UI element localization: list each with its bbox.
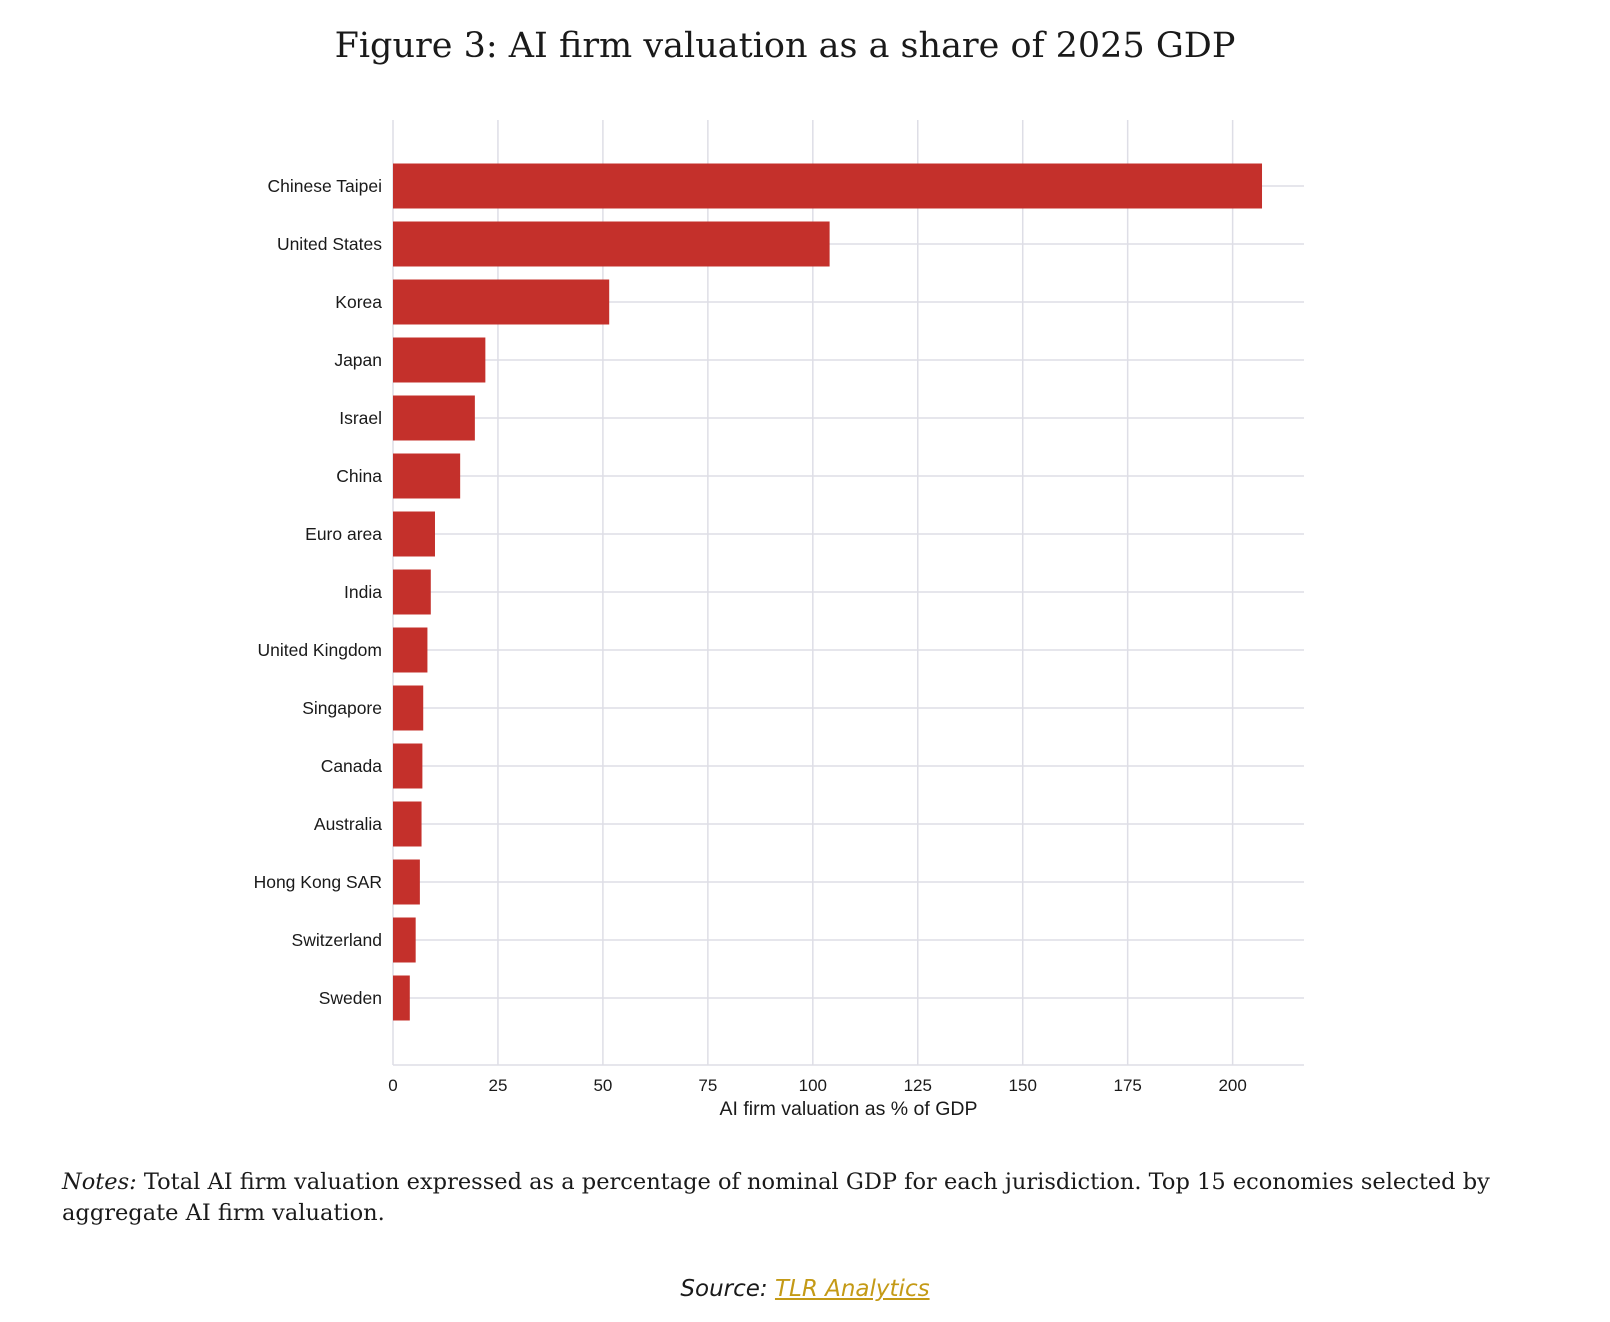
x-tick-label: 25 bbox=[488, 1076, 507, 1095]
x-tick-label: 175 bbox=[1113, 1076, 1141, 1095]
x-tick-label: 125 bbox=[904, 1076, 932, 1095]
x-tick-label: 0 bbox=[388, 1076, 397, 1095]
category-label: Canada bbox=[321, 756, 383, 776]
x-tick-label: 50 bbox=[593, 1076, 612, 1095]
notes-text: Total AI firm valuation expressed as a p… bbox=[62, 1169, 1490, 1226]
category-label: Switzerland bbox=[292, 930, 382, 950]
bar bbox=[393, 337, 486, 383]
bar bbox=[393, 859, 420, 905]
source-line: Source: TLR Analytics bbox=[0, 1276, 1610, 1302]
bar bbox=[393, 627, 428, 673]
category-labels: Chinese Taipei United States Korea Japan Isr… bbox=[254, 176, 383, 1008]
source-label: Source: bbox=[680, 1276, 768, 1302]
category-label: United States bbox=[277, 234, 382, 254]
bar-chart: Chinese Taipei United States Korea Japan Isr… bbox=[254, 120, 1304, 1120]
notes-label: Notes: bbox=[62, 1169, 137, 1195]
notes: Notes: Total AI firm valuation expressed… bbox=[62, 1167, 1522, 1229]
bar bbox=[393, 743, 423, 789]
category-label: Hong Kong SAR bbox=[254, 872, 382, 892]
bars bbox=[393, 163, 1263, 1021]
bar bbox=[393, 279, 610, 325]
category-label: Australia bbox=[314, 814, 382, 834]
category-label: Euro area bbox=[305, 524, 382, 544]
x-axis-label: AI firm valuation as % of GDP bbox=[720, 1098, 978, 1120]
bar bbox=[393, 395, 475, 441]
category-label: China bbox=[336, 466, 382, 486]
bar bbox=[393, 917, 416, 963]
x-tick-labels: 0 25 50 75 100 125 150 175 200 bbox=[388, 1076, 1247, 1095]
bar bbox=[393, 569, 431, 615]
x-tick-label: 200 bbox=[1218, 1076, 1246, 1095]
bar bbox=[393, 163, 1263, 209]
bar bbox=[393, 801, 422, 847]
bar bbox=[393, 685, 424, 731]
bar bbox=[393, 221, 830, 267]
bar bbox=[393, 453, 461, 499]
bar bbox=[393, 975, 410, 1021]
category-label: Singapore bbox=[302, 698, 382, 718]
x-tick-label: 75 bbox=[698, 1076, 717, 1095]
figure-title: Figure 3: AI firm valuation as a share o… bbox=[334, 26, 1236, 66]
category-label: United Kingdom bbox=[257, 640, 382, 660]
source-link[interactable]: TLR Analytics bbox=[774, 1276, 930, 1302]
category-label: Korea bbox=[335, 292, 382, 312]
category-label: India bbox=[344, 582, 382, 602]
bar bbox=[393, 511, 435, 557]
category-label: Israel bbox=[339, 408, 382, 428]
category-label: Chinese Taipei bbox=[268, 176, 382, 196]
category-label: Japan bbox=[334, 350, 382, 370]
x-tick-label: 150 bbox=[1009, 1076, 1037, 1095]
x-tick-label: 100 bbox=[799, 1076, 827, 1095]
category-label: Sweden bbox=[319, 988, 382, 1008]
